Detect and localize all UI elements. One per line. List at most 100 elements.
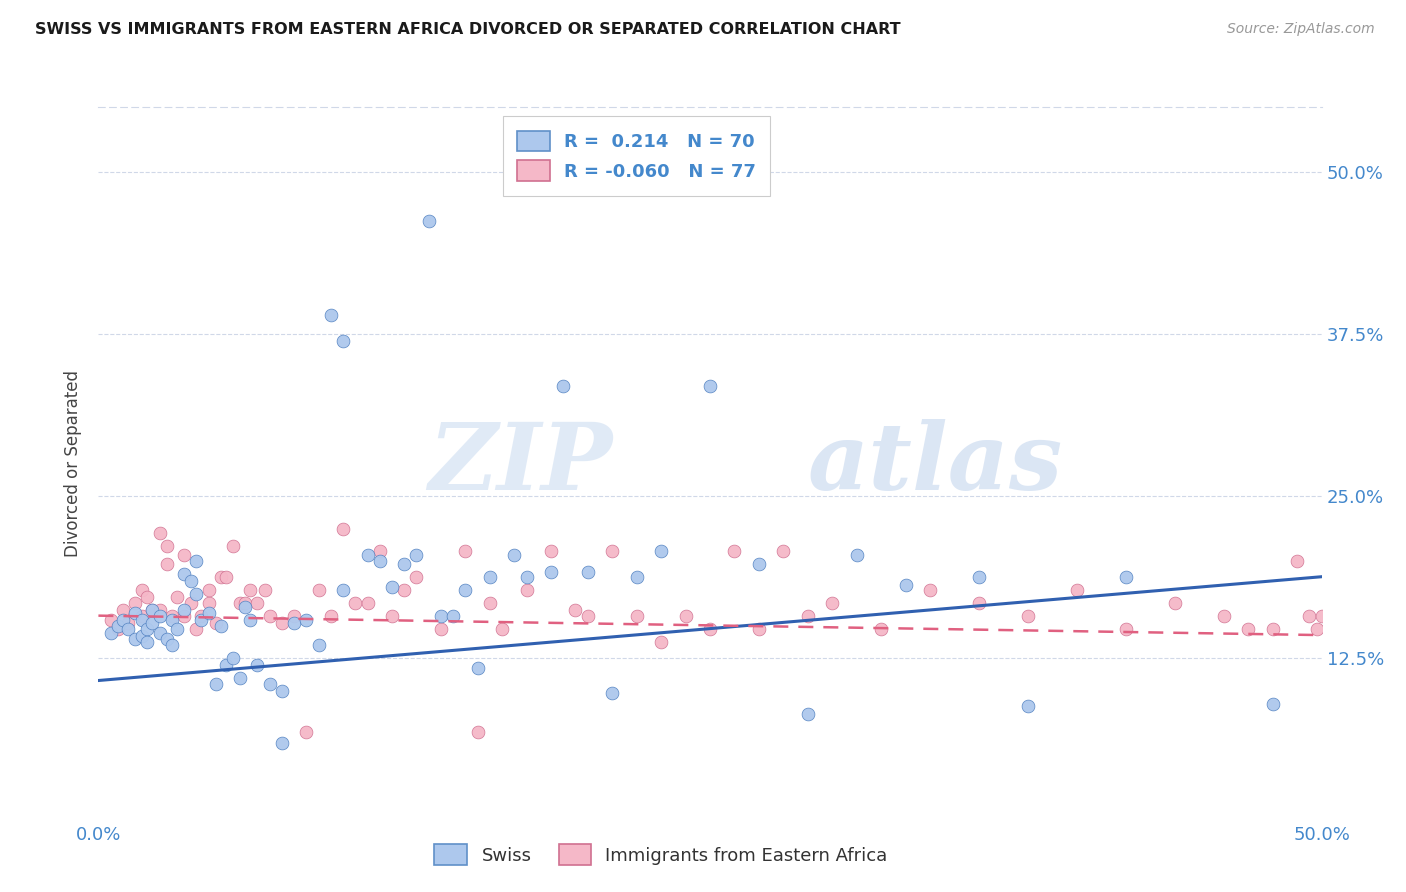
Point — [100, 613, 122, 627]
Point — [229, 596, 252, 610]
Point — [141, 603, 163, 617]
Point — [214, 657, 236, 672]
Point — [259, 677, 281, 691]
Point — [576, 608, 599, 623]
Point — [1164, 596, 1187, 610]
Point — [173, 567, 195, 582]
Point — [967, 570, 990, 584]
Legend: Swiss, Immigrants from Eastern Africa: Swiss, Immigrants from Eastern Africa — [427, 837, 896, 872]
Point — [308, 582, 330, 597]
Point — [405, 548, 427, 562]
Point — [748, 622, 770, 636]
Point — [576, 565, 599, 579]
Point — [149, 525, 172, 540]
Point — [295, 725, 318, 739]
Point — [920, 582, 942, 597]
Point — [160, 639, 183, 653]
Point — [100, 625, 122, 640]
Point — [626, 570, 648, 584]
Point — [332, 582, 354, 597]
Point — [430, 608, 453, 623]
Point — [149, 603, 172, 617]
Point — [540, 565, 562, 579]
Point — [205, 616, 228, 631]
Point — [173, 603, 195, 617]
Point — [368, 554, 391, 568]
Point — [1115, 622, 1137, 636]
Point — [626, 608, 648, 623]
Point — [392, 582, 416, 597]
Point — [136, 634, 159, 648]
Point — [205, 677, 228, 691]
Point — [239, 613, 262, 627]
Point — [141, 603, 163, 617]
Point — [381, 608, 404, 623]
Point — [149, 608, 172, 623]
Point — [1212, 608, 1234, 623]
Point — [308, 639, 330, 653]
Point — [111, 613, 134, 627]
Point — [503, 548, 526, 562]
Point — [186, 586, 208, 600]
Point — [190, 608, 212, 623]
Point — [124, 606, 146, 620]
Point — [332, 334, 354, 348]
Point — [214, 570, 236, 584]
Point — [381, 580, 404, 594]
Point — [845, 548, 868, 562]
Point — [405, 570, 427, 584]
Point — [540, 543, 562, 558]
Point — [283, 608, 305, 623]
Point — [124, 632, 146, 646]
Point — [295, 613, 318, 627]
Point — [131, 629, 153, 643]
Point — [131, 613, 153, 627]
Y-axis label: Divorced or Separated: Divorced or Separated — [65, 370, 83, 558]
Point — [723, 543, 745, 558]
Text: Source: ZipAtlas.com: Source: ZipAtlas.com — [1227, 22, 1375, 37]
Point — [229, 671, 252, 685]
Point — [156, 557, 179, 571]
Point — [222, 651, 245, 665]
Point — [564, 603, 586, 617]
Point — [478, 596, 501, 610]
Point — [553, 379, 575, 393]
Point — [650, 634, 672, 648]
Point — [160, 608, 183, 623]
Point — [1066, 582, 1088, 597]
Point — [107, 622, 129, 636]
Point — [136, 591, 159, 605]
Point — [160, 613, 183, 627]
Point — [356, 596, 378, 610]
Point — [319, 308, 342, 322]
Point — [821, 596, 844, 610]
Point — [454, 582, 477, 597]
Point — [136, 622, 159, 636]
Point — [111, 603, 134, 617]
Point — [441, 608, 464, 623]
Point — [197, 596, 219, 610]
Point — [209, 619, 232, 633]
Point — [699, 379, 721, 393]
Point — [117, 616, 139, 631]
Point — [478, 570, 501, 584]
Point — [600, 686, 623, 700]
Point — [1310, 608, 1333, 623]
Point — [699, 622, 721, 636]
Point — [675, 608, 697, 623]
Text: SWISS VS IMMIGRANTS FROM EASTERN AFRICA DIVORCED OR SEPARATED CORRELATION CHART: SWISS VS IMMIGRANTS FROM EASTERN AFRICA … — [35, 22, 901, 37]
Point — [368, 543, 391, 558]
Point — [173, 608, 195, 623]
Point — [141, 616, 163, 631]
Point — [430, 622, 453, 636]
Point — [467, 725, 489, 739]
Point — [270, 616, 294, 631]
Point — [515, 570, 537, 584]
Point — [870, 622, 893, 636]
Point — [319, 608, 342, 623]
Point — [1261, 622, 1284, 636]
Point — [186, 554, 208, 568]
Point — [1298, 608, 1320, 623]
Point — [124, 596, 146, 610]
Point — [332, 522, 354, 536]
